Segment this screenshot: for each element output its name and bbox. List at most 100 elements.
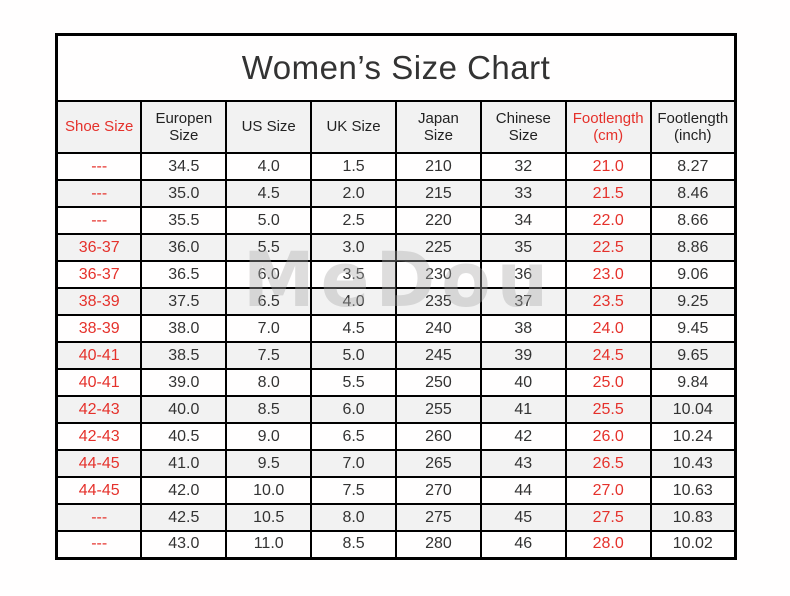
table-cell: 8.46 bbox=[649, 179, 737, 208]
table-row: --- 35.5 5.0 2.5 220 34 22.0 8.66 bbox=[55, 206, 737, 235]
table-cell: 39 bbox=[479, 341, 567, 370]
table-cell: 8.86 bbox=[649, 233, 737, 262]
table-cell: 21.5 bbox=[564, 179, 652, 208]
table-cell: 270 bbox=[395, 476, 482, 505]
table-cell: 8.5 bbox=[225, 395, 313, 424]
table-cell: 7.5 bbox=[225, 341, 313, 370]
table-cell: 42.5 bbox=[140, 503, 228, 532]
column-header: Chinese Size bbox=[479, 100, 567, 154]
table-cell: 22.0 bbox=[564, 206, 652, 235]
table-cell: 42.0 bbox=[140, 476, 228, 505]
table-cell: 46 bbox=[479, 530, 567, 559]
table-cell: 36 bbox=[479, 260, 567, 289]
table-cell: 9.25 bbox=[649, 287, 737, 316]
table-row: --- 35.0 4.5 2.0 215 33 21.5 8.46 bbox=[55, 179, 737, 208]
column-header: Europen Size bbox=[140, 100, 228, 154]
table-cell: 38-39 bbox=[55, 314, 143, 343]
chart-title: Women’s Size Chart bbox=[55, 33, 737, 102]
table-row: 42-43 40.5 9.0 6.5 260 42 26.0 10.24 bbox=[55, 422, 737, 451]
table-cell: 41.0 bbox=[140, 449, 228, 478]
table-cell: 4.0 bbox=[310, 287, 397, 316]
table-cell: 38.0 bbox=[140, 314, 228, 343]
table-cell: 10.5 bbox=[225, 503, 313, 532]
table-row: 40-41 38.5 7.5 5.0 245 39 24.5 9.65 bbox=[55, 341, 737, 370]
table-row: 38-39 38.0 7.0 4.5 240 38 24.0 9.45 bbox=[55, 314, 737, 343]
table-cell: 40.5 bbox=[140, 422, 228, 451]
table-cell: 10.83 bbox=[649, 503, 737, 532]
table-row: 40-41 39.0 8.0 5.5 250 40 25.0 9.84 bbox=[55, 368, 737, 397]
table-row: 36-37 36.0 5.5 3.0 225 35 22.5 8.86 bbox=[55, 233, 737, 262]
table-cell: 2.5 bbox=[310, 206, 397, 235]
table-cell: 10.43 bbox=[649, 449, 737, 478]
table-cell: 35.0 bbox=[140, 179, 228, 208]
table-cell: 9.5 bbox=[225, 449, 313, 478]
table-cell: 33 bbox=[479, 179, 567, 208]
table-cell: 38.5 bbox=[140, 341, 228, 370]
table-cell: 34.5 bbox=[140, 152, 228, 181]
table-cell: 225 bbox=[395, 233, 482, 262]
table-cell: 27.0 bbox=[564, 476, 652, 505]
table-cell: 8.0 bbox=[310, 503, 397, 532]
table-cell: 44-45 bbox=[55, 449, 143, 478]
table-cell: 280 bbox=[395, 530, 482, 559]
table-cell: 215 bbox=[395, 179, 482, 208]
table-cell: 7.5 bbox=[310, 476, 397, 505]
table-cell: 40-41 bbox=[55, 368, 143, 397]
table-cell: 36.5 bbox=[140, 260, 228, 289]
table-cell: 6.0 bbox=[310, 395, 397, 424]
table-cell: 6.0 bbox=[225, 260, 313, 289]
table-cell: 7.0 bbox=[310, 449, 397, 478]
table-cell: 8.5 bbox=[310, 530, 397, 559]
table-cell: 44 bbox=[479, 476, 567, 505]
table-cell: 38 bbox=[479, 314, 567, 343]
table-cell: 255 bbox=[395, 395, 482, 424]
table-cell: 235 bbox=[395, 287, 482, 316]
table-cell: 22.5 bbox=[564, 233, 652, 262]
table-cell: 34 bbox=[479, 206, 567, 235]
table-cell: 8.0 bbox=[225, 368, 313, 397]
table-cell: 35 bbox=[479, 233, 567, 262]
table-row: 44-45 41.0 9.5 7.0 265 43 26.5 10.43 bbox=[55, 449, 737, 478]
table-cell: 41 bbox=[479, 395, 567, 424]
table-cell: 10.02 bbox=[649, 530, 737, 559]
table-cell: 37 bbox=[479, 287, 567, 316]
size-chart-table: Women’s Size Chart Shoe Size Europen Size… bbox=[55, 33, 737, 560]
table-cell: 240 bbox=[395, 314, 482, 343]
table-cell: 9.06 bbox=[649, 260, 737, 289]
table-row: --- 34.5 4.0 1.5 210 32 21.0 8.27 bbox=[55, 152, 737, 181]
table-cell: 23.0 bbox=[564, 260, 652, 289]
table-cell: 26.5 bbox=[564, 449, 652, 478]
table-cell: 27.5 bbox=[564, 503, 652, 532]
table-cell: 28.0 bbox=[564, 530, 652, 559]
table-cell: 5.0 bbox=[310, 341, 397, 370]
table-cell: 11.0 bbox=[225, 530, 313, 559]
table-cell: 36.0 bbox=[140, 233, 228, 262]
column-header: US Size bbox=[225, 100, 313, 154]
table-cell: --- bbox=[55, 503, 143, 532]
table-cell: 40 bbox=[479, 368, 567, 397]
table-cell: 3.0 bbox=[310, 233, 397, 262]
table-cell: 250 bbox=[395, 368, 482, 397]
table-cell: 24.5 bbox=[564, 341, 652, 370]
table-cell: 210 bbox=[395, 152, 482, 181]
table-cell: 220 bbox=[395, 206, 482, 235]
table-cell: 25.0 bbox=[564, 368, 652, 397]
table-cell: 7.0 bbox=[225, 314, 313, 343]
table-cell: --- bbox=[55, 206, 143, 235]
table-cell: 10.0 bbox=[225, 476, 313, 505]
table-cell: 5.5 bbox=[225, 233, 313, 262]
table-cell: 40.0 bbox=[140, 395, 228, 424]
table-cell: 42 bbox=[479, 422, 567, 451]
table-cell: 25.5 bbox=[564, 395, 652, 424]
table-cell: 6.5 bbox=[310, 422, 397, 451]
table-cell: --- bbox=[55, 152, 143, 181]
table-cell: 4.0 bbox=[225, 152, 313, 181]
table-cell: 38-39 bbox=[55, 287, 143, 316]
table-cell: 8.66 bbox=[649, 206, 737, 235]
table-cell: --- bbox=[55, 530, 143, 559]
table-cell: 35.5 bbox=[140, 206, 228, 235]
table-cell: 10.24 bbox=[649, 422, 737, 451]
table-cell: 39.0 bbox=[140, 368, 228, 397]
table-body: --- 34.5 4.0 1.5 210 32 21.0 8.27 --- 35.0 4.5 2.0 2… bbox=[55, 152, 737, 559]
table-cell: 26.0 bbox=[564, 422, 652, 451]
